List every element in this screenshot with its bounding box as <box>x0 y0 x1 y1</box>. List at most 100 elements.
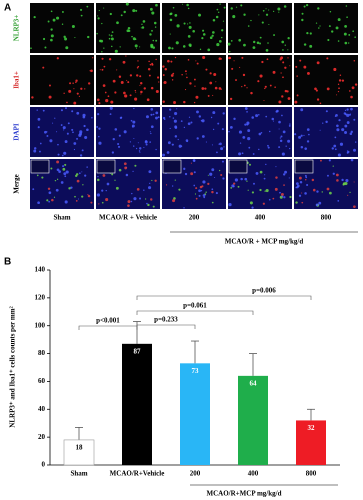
cell-dot <box>199 48 202 51</box>
cell-dot <box>76 179 80 183</box>
cell-dot <box>37 126 40 129</box>
cell-dot <box>100 39 104 43</box>
cell-dot <box>200 119 203 122</box>
cell-dot <box>98 203 100 205</box>
cell-dot <box>354 83 358 86</box>
cell-dot <box>123 162 127 166</box>
cell-dot <box>76 92 79 95</box>
cell-dot <box>207 94 210 97</box>
cell-dot <box>264 87 266 90</box>
cell-dot <box>108 58 112 61</box>
cell-dot <box>308 133 310 136</box>
cell-dot <box>243 13 246 16</box>
cell-dot <box>269 84 272 87</box>
cell-dot <box>74 195 76 198</box>
cell-dot <box>134 97 138 101</box>
y-tick-label: 140 <box>35 266 46 274</box>
cell-dot <box>154 179 157 182</box>
cell-dot <box>143 146 145 148</box>
cell-dot <box>118 168 122 172</box>
cell-dot <box>239 142 242 144</box>
cell-dot <box>42 109 45 112</box>
cell-dot <box>79 8 83 11</box>
cell-dot <box>274 86 276 88</box>
cell-dot <box>126 79 128 81</box>
cell-dot <box>283 184 285 186</box>
cell-dot <box>91 116 93 119</box>
cell-dot <box>281 152 285 156</box>
cell-dot <box>328 25 331 27</box>
cell-dot <box>298 135 302 139</box>
cell-dot <box>148 74 151 77</box>
cell-dot <box>267 42 269 44</box>
cell-dot <box>188 25 192 29</box>
cell-dot <box>215 81 217 83</box>
cell-dot <box>250 91 253 95</box>
cell-dot <box>265 8 267 10</box>
cell-dot <box>66 132 69 135</box>
cell-dot <box>205 141 207 143</box>
y-tick-label: 80 <box>38 349 46 357</box>
cell-dot <box>202 29 205 32</box>
micrograph <box>162 3 226 53</box>
cell-dot <box>63 151 67 155</box>
cell-dot <box>216 42 220 47</box>
cell-dot <box>190 121 193 124</box>
cell-dot <box>30 47 32 50</box>
cell-dot <box>44 130 47 134</box>
cell-dot <box>221 128 224 131</box>
cell-dot <box>267 146 270 149</box>
cell-dot <box>230 7 233 10</box>
cell-dot <box>174 179 176 181</box>
cell-dot <box>101 68 104 71</box>
cell-dot <box>73 142 77 145</box>
cell-dot <box>165 184 168 186</box>
cell-dot <box>83 124 86 128</box>
cell-dot <box>129 141 131 143</box>
cell-dot <box>247 129 251 133</box>
cell-dot <box>183 100 186 104</box>
cell-dot <box>319 25 321 27</box>
cell-dot <box>167 141 171 145</box>
significance-label: p=0.006 <box>252 287 276 295</box>
cell-dot <box>36 109 38 111</box>
cell-dot <box>74 36 76 39</box>
cell-dot <box>144 140 148 144</box>
cell-dot <box>331 30 334 33</box>
cell-dot <box>105 198 109 202</box>
cell-dot <box>169 127 171 130</box>
cell-dot <box>185 73 187 75</box>
cell-dot <box>63 129 65 131</box>
cell-dot <box>221 160 224 163</box>
cell-dot <box>202 33 206 36</box>
cell-dot <box>169 18 173 22</box>
cell-dot <box>196 110 199 114</box>
cell-dot <box>105 189 107 192</box>
cell-dot <box>348 33 351 36</box>
cell-dot <box>238 152 242 156</box>
cell-dot <box>103 47 105 49</box>
cell-dot <box>279 58 282 61</box>
cell-dot <box>101 201 104 204</box>
cell-dot <box>149 141 151 143</box>
cell-dot <box>75 81 77 84</box>
cell-dot <box>284 66 287 69</box>
cell-dot <box>87 35 90 39</box>
micrograph <box>30 3 94 53</box>
cell-dot <box>347 194 349 196</box>
cell-dot <box>329 11 332 13</box>
cell-dot <box>338 119 341 122</box>
cell-dot <box>259 36 262 39</box>
cell-dot <box>209 172 213 176</box>
cell-dot <box>303 43 307 46</box>
cell-dot <box>87 82 91 85</box>
cell-dot <box>37 201 40 205</box>
cell-dot <box>228 50 231 53</box>
cell-dot <box>98 9 100 12</box>
cell-dot <box>124 94 128 98</box>
cell-dot <box>221 36 223 39</box>
cell-dot <box>78 133 82 137</box>
cell-dot <box>337 153 342 157</box>
cell-dot <box>136 187 140 191</box>
